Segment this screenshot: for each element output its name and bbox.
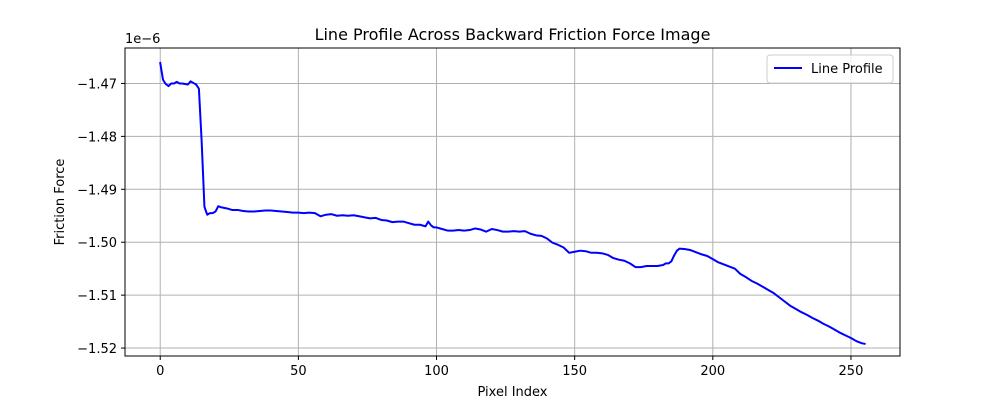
legend-box xyxy=(766,54,894,84)
chart-title: Line Profile Across Backward Friction Fo… xyxy=(315,25,711,44)
y-tick-label: −1.51 xyxy=(77,289,117,304)
y-axis-label: Friction Force xyxy=(53,159,68,246)
series-layer xyxy=(159,61,866,345)
y-tick-label: −1.48 xyxy=(77,130,117,145)
x-tick-label: 100 xyxy=(424,364,449,379)
legend-label: Line Profile xyxy=(811,62,883,77)
y-tick-label: −1.52 xyxy=(77,342,117,357)
x-tick-label: 250 xyxy=(839,364,864,379)
y-tick-label: −1.50 xyxy=(77,236,117,251)
legend: Line Profile xyxy=(766,54,894,84)
axis-ticks: 0 50 100 150 200 250 −1.47 −1.48 −1.49 −1.50 −1.51… xyxy=(77,77,863,379)
plot-area-frame xyxy=(124,47,901,357)
x-tick-label: 200 xyxy=(700,364,725,379)
x-tick-label: 50 xyxy=(290,364,307,379)
x-tick-label: 0 xyxy=(156,364,164,379)
y-axis-offset-text: 1e−6 xyxy=(125,32,160,47)
y-tick-label: −1.49 xyxy=(77,183,117,198)
x-tick-label: 150 xyxy=(562,364,587,379)
y-tick-label: −1.47 xyxy=(77,77,117,92)
x-axis-label: Pixel Index xyxy=(478,385,548,400)
series-line-profile xyxy=(159,61,866,345)
